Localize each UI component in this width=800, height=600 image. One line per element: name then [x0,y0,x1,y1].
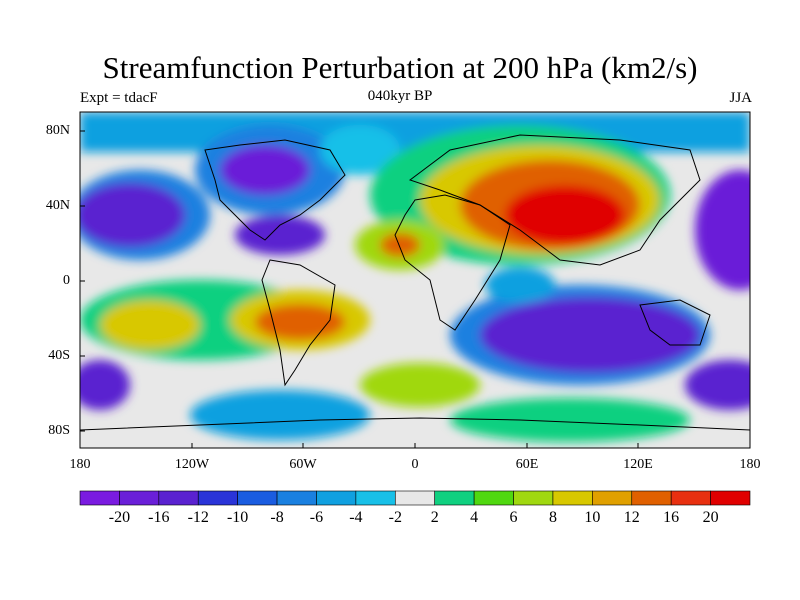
caribbean-low [235,215,325,255]
colorbar-swatch [473,490,514,506]
colorbar-label: -16 [148,509,170,526]
pacific-low-core [80,183,185,247]
colorbar-swatch [631,490,672,506]
x-tick-label: 60W [289,457,317,472]
antarctica-coast [80,417,750,431]
sh-atlantic-high-core [255,304,345,340]
y-tick-label: 0 [63,273,70,288]
colorbar-swatch [197,490,238,506]
colorbar-label: 10 [584,509,601,526]
africa-high-core [380,233,420,257]
x-tick-label: 0 [411,457,419,472]
contour-field [80,112,750,448]
colorbar-label: -8 [270,509,284,526]
colorbar-swatch [552,490,593,506]
x-tick-label: 120E [623,457,653,472]
indian-ocean-low-core [480,297,700,373]
colorbar-label: 8 [548,509,557,526]
colorbar-label: -10 [226,509,249,526]
north-america-coast [204,139,346,241]
colorbar-swatch [237,490,278,506]
coastlines [80,134,750,431]
australia-coast [639,299,711,346]
x-tick-label: 60E [515,457,539,472]
y-tick-label: 80S [48,423,70,438]
colorbar-swatch [394,490,436,506]
colorbar-swatch [670,490,711,506]
colorbar-swatch [513,490,554,506]
colorbar-swatch [79,490,120,506]
colorbar-label: 12 [623,509,640,526]
sw-pacific-low [685,360,750,410]
time-label: 040kyr BP [367,88,433,104]
colorbar-swatch [119,490,160,506]
y-tick-label: 40S [48,348,70,363]
east-pacific-low [695,170,750,290]
antarctic-high [450,398,690,442]
colorbar-label: -20 [108,509,131,526]
colorbar-label: 16 [663,509,680,526]
colorbar-label: -4 [349,509,363,526]
south-atlantic-high [360,363,480,407]
colorbar-swatch [710,490,751,506]
south-america-coast [261,259,336,387]
colorbar-swatch [592,490,633,506]
eurasia-high-core [505,185,625,245]
na-low-core [220,145,310,195]
eurasia-coast [408,134,701,266]
colorbar-swatch [158,490,199,506]
x-tick-label: 180 [69,457,91,472]
x-tick-label: 120W [174,457,210,472]
plot-title: Streamfunction Perturbation at 200 hPa (… [102,50,698,85]
atlantic-low [320,125,400,175]
season-label: JJA [729,90,752,106]
dateline-low [80,360,130,410]
y-tick-label: 80N [45,123,70,138]
colorbar [79,490,751,506]
madagascar-low [485,267,555,303]
colorbar-label: -2 [388,509,402,526]
y-tick-label: 40N [45,198,70,213]
colorbar-label: 4 [470,509,479,526]
sh-pacific-high-west [100,300,200,350]
experiment-label: Expt = tdacF [80,90,158,106]
x-tick-label: 180 [739,457,761,472]
colorbar-swatch [355,490,396,506]
antarctic-low [190,390,370,440]
colorbar-label: -6 [309,509,324,526]
colorbar-swatch [276,490,317,506]
colorbar-swatch [434,490,475,506]
colorbar-label: 2 [430,509,439,526]
tick-marks [79,130,751,448]
colorbar-label: 20 [702,509,719,526]
colorbar-swatch [316,490,357,506]
colorbar-label: -12 [187,509,209,526]
colorbar-label: 6 [509,509,518,526]
